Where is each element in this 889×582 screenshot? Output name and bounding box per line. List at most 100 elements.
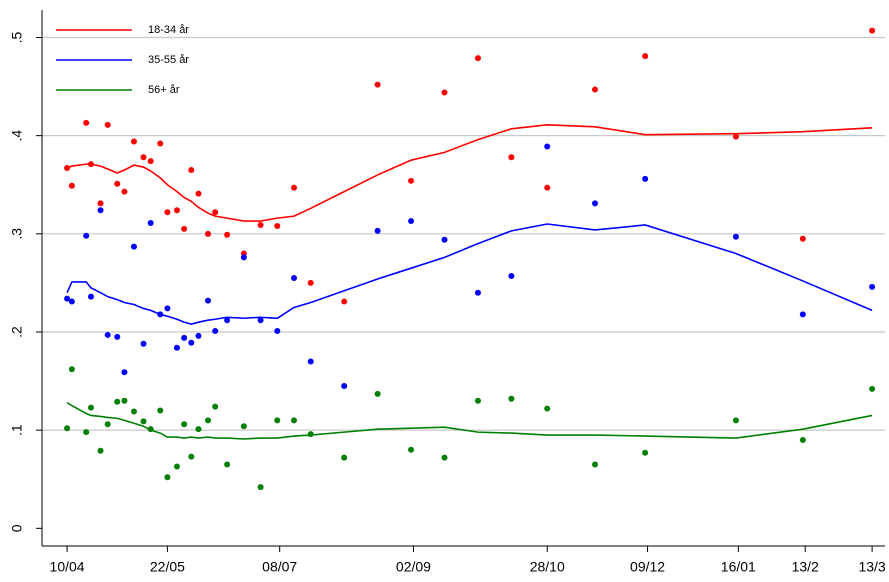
point — [97, 200, 104, 207]
point — [64, 165, 71, 172]
point — [83, 429, 90, 436]
point — [147, 220, 154, 227]
point — [130, 138, 137, 145]
point — [212, 328, 219, 335]
trend-line — [66, 124, 873, 222]
point — [130, 408, 137, 415]
point — [224, 231, 231, 238]
point — [181, 421, 188, 428]
y-tick-label: .5 — [9, 31, 25, 43]
point — [341, 298, 348, 305]
point — [307, 431, 314, 438]
point — [508, 154, 515, 161]
point — [592, 200, 599, 207]
y-tick-label: 0 — [9, 524, 25, 532]
point — [157, 407, 164, 414]
point — [508, 395, 515, 402]
point — [195, 332, 202, 339]
point — [140, 154, 147, 161]
point — [188, 453, 195, 460]
point — [205, 297, 212, 304]
y-tick-label: .3 — [9, 228, 25, 240]
point — [130, 243, 137, 250]
point — [212, 403, 219, 410]
point — [544, 143, 551, 150]
point — [592, 461, 599, 468]
legend-label: 18-34 år — [148, 24, 189, 36]
point — [83, 232, 90, 239]
point — [121, 188, 128, 195]
point — [341, 382, 348, 389]
legend-label: 56+ år — [148, 84, 180, 96]
point — [68, 366, 75, 373]
point — [544, 405, 551, 412]
point — [121, 397, 128, 404]
point — [164, 474, 171, 481]
point — [68, 182, 75, 189]
point — [240, 254, 247, 261]
point — [441, 89, 448, 96]
point — [799, 235, 806, 242]
point — [592, 86, 599, 93]
x-tick-label: 10/04 — [50, 559, 85, 575]
point — [104, 421, 111, 428]
point — [121, 369, 128, 376]
point — [374, 81, 381, 88]
point — [374, 227, 381, 234]
point — [257, 484, 264, 491]
point — [732, 417, 739, 424]
x-tick-label: 28/10 — [530, 559, 565, 575]
point — [408, 177, 415, 184]
point — [408, 446, 415, 453]
point — [195, 426, 202, 433]
x-tick-label: 16/01 — [721, 559, 756, 575]
point — [869, 27, 876, 34]
y-tick-label: .4 — [9, 130, 25, 142]
point — [83, 119, 90, 126]
point — [188, 339, 195, 346]
x-tick-label: 22/05 — [150, 559, 185, 575]
point — [508, 273, 515, 280]
point — [544, 184, 551, 191]
point — [195, 190, 202, 197]
point — [274, 222, 281, 229]
point — [408, 218, 415, 225]
x-tick-label: 13/2 — [792, 559, 819, 575]
point — [140, 418, 147, 425]
point — [732, 133, 739, 140]
point — [181, 334, 188, 341]
point — [642, 175, 649, 182]
point — [307, 279, 314, 286]
point — [224, 317, 231, 324]
point — [104, 331, 111, 338]
point — [164, 305, 171, 312]
point — [732, 233, 739, 240]
point — [97, 447, 104, 454]
point — [274, 328, 281, 335]
point — [307, 358, 314, 365]
point — [341, 454, 348, 461]
point — [441, 236, 448, 243]
point — [68, 298, 75, 305]
y-tick-label: .2 — [9, 326, 25, 338]
point — [212, 209, 219, 216]
point — [869, 283, 876, 290]
point — [114, 180, 121, 187]
point — [64, 425, 71, 432]
point — [104, 121, 111, 128]
point — [291, 417, 298, 424]
x-tick-label: 09/12 — [630, 559, 665, 575]
point — [157, 140, 164, 147]
point — [164, 209, 171, 216]
point — [140, 340, 147, 347]
point — [188, 167, 195, 174]
point — [799, 311, 806, 318]
point — [441, 454, 448, 461]
point — [869, 385, 876, 392]
point — [181, 225, 188, 232]
point — [87, 293, 94, 300]
x-tick-label: 08/07 — [262, 559, 297, 575]
point — [87, 404, 94, 411]
point — [257, 221, 264, 228]
